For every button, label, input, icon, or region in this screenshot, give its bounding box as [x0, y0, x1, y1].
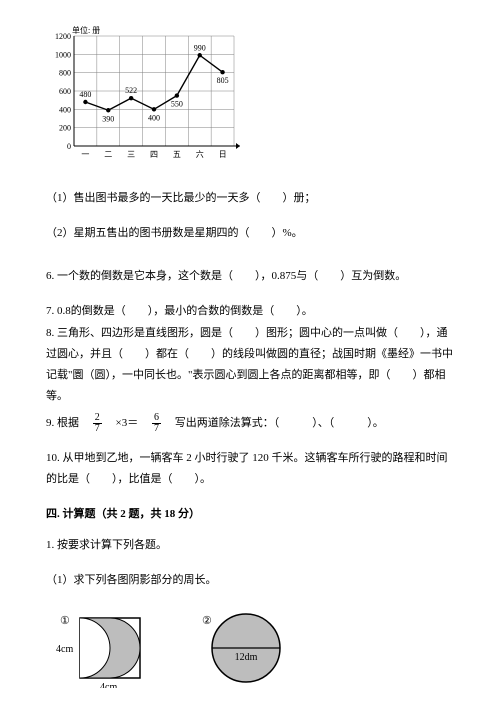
svg-text:480: 480 — [79, 90, 91, 99]
svg-text:400: 400 — [148, 113, 160, 122]
figure-2: ② 12dm — [196, 608, 296, 696]
svg-text:0: 0 — [67, 142, 71, 151]
question-10: 10. 从甲地到乙地，一辆客车 2 小时行驶了 120 千米。这辆客车所行驶的路… — [46, 448, 454, 490]
svg-text:六: 六 — [196, 149, 204, 159]
svg-text:三: 三 — [127, 150, 135, 159]
svg-text:800: 800 — [59, 69, 71, 78]
svg-text:4cm: 4cm — [100, 682, 117, 688]
question-9: 9. 根据 27 ×3＝ 67 写出两道除法算式：（ ）、（ ）。 — [46, 413, 454, 434]
svg-text:1200: 1200 — [55, 32, 71, 41]
question-7: 7. 0.8的倒数是（ ），最小的合数的倒数是（ ）。 — [46, 301, 454, 322]
svg-text:1000: 1000 — [55, 50, 71, 59]
svg-text:单位: 册: 单位: 册 — [72, 25, 100, 35]
q9-mid: ×3＝ — [105, 417, 150, 429]
figure-1: ① 4cm 4cm — [46, 608, 156, 696]
q9-fraction-1: 27 — [93, 413, 102, 434]
svg-text:522: 522 — [125, 86, 137, 95]
svg-text:390: 390 — [102, 114, 114, 123]
svg-text:600: 600 — [59, 87, 71, 96]
svg-text:550: 550 — [171, 100, 183, 109]
svg-text:990: 990 — [194, 43, 206, 52]
svg-text:4cm: 4cm — [56, 644, 73, 655]
q9-post: 写出两道除法算式：（ ）、（ ）。 — [164, 417, 384, 429]
svg-text:200: 200 — [59, 124, 71, 133]
svg-text:805: 805 — [217, 76, 229, 85]
q9-pre: 9. 根据 — [46, 417, 90, 429]
svg-text:日: 日 — [219, 150, 227, 159]
question-8: 8. 三角形、四边形是直线图形，圆是（ ）图形；圆中心的一点叫做（ ），通过圆心… — [46, 323, 454, 407]
section-4-heading: 四. 计算题（共 2 题，共 18 分） — [46, 504, 454, 525]
svg-text:①: ① — [60, 615, 70, 627]
svg-text:二: 二 — [104, 150, 112, 159]
question-chart-2: （2）星期五售出的图书册数是星期四的（ ）%。 — [46, 223, 454, 244]
svg-text:五: 五 — [173, 150, 181, 159]
s4-q1: 1. 按要求计算下列各题。 — [46, 535, 454, 556]
line-chart: 单位: 册 0 200 400 600 800 1000 1200 一 二 三 四 五 六 日 480 390 5… — [46, 24, 454, 172]
svg-text:四: 四 — [150, 150, 158, 159]
question-6: 6. 一个数的倒数是它本身，这个数是（ ），0.875与（ ）互为倒数。 — [46, 266, 454, 287]
svg-text:②: ② — [202, 615, 212, 627]
svg-text:一: 一 — [81, 150, 89, 159]
question-chart-1: （1）售出图书最多的一天比最少的一天多（ ）册； — [46, 188, 454, 209]
svg-text:12dm: 12dm — [235, 652, 258, 663]
q9-fraction-2: 67 — [152, 413, 161, 434]
svg-text:400: 400 — [59, 105, 71, 114]
s4-q1-1: （1）求下列各图阴影部分的周长。 — [46, 570, 454, 591]
